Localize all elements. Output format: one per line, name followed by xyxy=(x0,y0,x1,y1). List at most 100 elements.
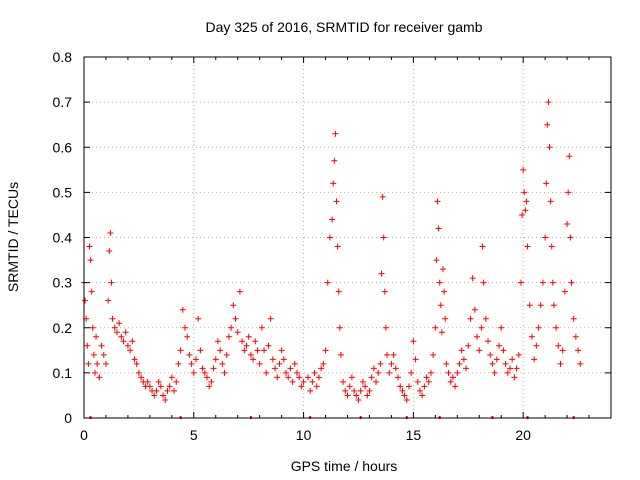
data-point xyxy=(90,351,97,358)
data-point xyxy=(201,369,208,376)
data-point xyxy=(88,288,95,295)
data-point xyxy=(434,198,441,205)
data-point xyxy=(225,333,232,340)
data-point xyxy=(469,275,476,282)
data-point xyxy=(427,369,434,376)
data-point xyxy=(300,378,307,385)
data-point xyxy=(287,365,294,372)
data-point xyxy=(217,347,224,354)
data-point xyxy=(388,360,395,367)
data-point xyxy=(329,216,336,223)
y-tick-label: 0 xyxy=(64,410,72,426)
data-point xyxy=(208,378,215,385)
data-point xyxy=(332,130,339,137)
y-tick-label: 0.7 xyxy=(53,94,73,110)
data-point xyxy=(166,383,173,390)
data-point xyxy=(261,347,268,354)
data-point xyxy=(528,333,535,340)
data-point xyxy=(362,383,369,390)
x-tick-labels: 0 5 10 15 20 xyxy=(80,427,531,443)
data-point xyxy=(313,383,320,390)
data-point xyxy=(162,396,169,403)
data-point xyxy=(293,369,300,376)
data-point xyxy=(542,234,549,241)
data-point xyxy=(430,351,437,358)
data-point xyxy=(487,351,494,358)
data-point xyxy=(433,257,440,264)
data-point xyxy=(519,211,526,218)
data-point xyxy=(296,374,303,381)
data-point xyxy=(96,374,103,381)
data-point xyxy=(118,333,125,340)
data-point xyxy=(111,324,118,331)
data-point xyxy=(474,333,481,340)
data-point xyxy=(192,356,199,363)
data-point xyxy=(447,378,454,385)
data-point xyxy=(219,360,226,367)
data-point xyxy=(442,315,449,322)
data-point xyxy=(467,315,474,322)
data-point xyxy=(342,387,349,394)
data-point xyxy=(438,329,445,336)
data-point xyxy=(408,369,415,376)
data-point xyxy=(272,365,279,372)
data-point xyxy=(89,324,96,331)
data-point xyxy=(124,342,131,349)
data-point xyxy=(504,369,511,376)
data-point xyxy=(280,356,287,363)
data-point xyxy=(82,297,89,304)
data-point xyxy=(572,333,579,340)
data-point xyxy=(419,392,426,399)
data-point xyxy=(344,392,351,399)
data-point xyxy=(324,279,331,286)
data-point xyxy=(221,369,228,376)
y-tick-label: 0.2 xyxy=(53,320,73,336)
data-point xyxy=(197,347,204,354)
data-point xyxy=(105,297,112,304)
data-point xyxy=(353,392,360,399)
chart-title: Day 325 of 2016, SRMTID for receiver gam… xyxy=(205,19,482,35)
data-point xyxy=(384,351,391,358)
data-point xyxy=(87,257,94,264)
data-point xyxy=(489,360,496,367)
data-point xyxy=(250,356,257,363)
data-point xyxy=(493,356,500,363)
data-point xyxy=(304,374,311,381)
y-tick-label: 0.1 xyxy=(53,365,73,381)
data-point xyxy=(107,229,114,236)
data-point xyxy=(91,369,98,376)
data-point xyxy=(412,356,419,363)
data-point xyxy=(239,338,246,345)
data-points xyxy=(81,99,584,403)
data-point xyxy=(330,180,337,187)
data-point xyxy=(550,302,557,309)
data-point xyxy=(379,193,386,200)
data-point xyxy=(465,342,472,349)
data-point xyxy=(570,315,577,322)
data-point xyxy=(106,248,113,255)
data-point xyxy=(500,347,507,354)
data-point xyxy=(386,369,393,376)
data-point xyxy=(443,360,450,367)
data-point xyxy=(378,270,385,277)
data-point xyxy=(377,360,384,367)
data-point xyxy=(155,378,162,385)
data-point xyxy=(93,333,100,340)
data-point xyxy=(263,369,270,376)
data-point xyxy=(414,378,421,385)
data-point xyxy=(276,360,283,367)
data-point xyxy=(318,365,325,372)
data-point xyxy=(214,338,221,345)
data-point xyxy=(102,360,109,367)
data-point xyxy=(561,288,568,295)
data-point xyxy=(188,360,195,367)
data-point xyxy=(482,315,489,322)
data-point xyxy=(375,369,382,376)
data-point xyxy=(526,302,533,309)
data-point xyxy=(234,329,241,336)
data-point xyxy=(547,198,554,205)
data-point xyxy=(223,351,230,358)
data-point xyxy=(513,365,520,372)
data-point xyxy=(364,392,371,399)
data-point xyxy=(357,387,364,394)
